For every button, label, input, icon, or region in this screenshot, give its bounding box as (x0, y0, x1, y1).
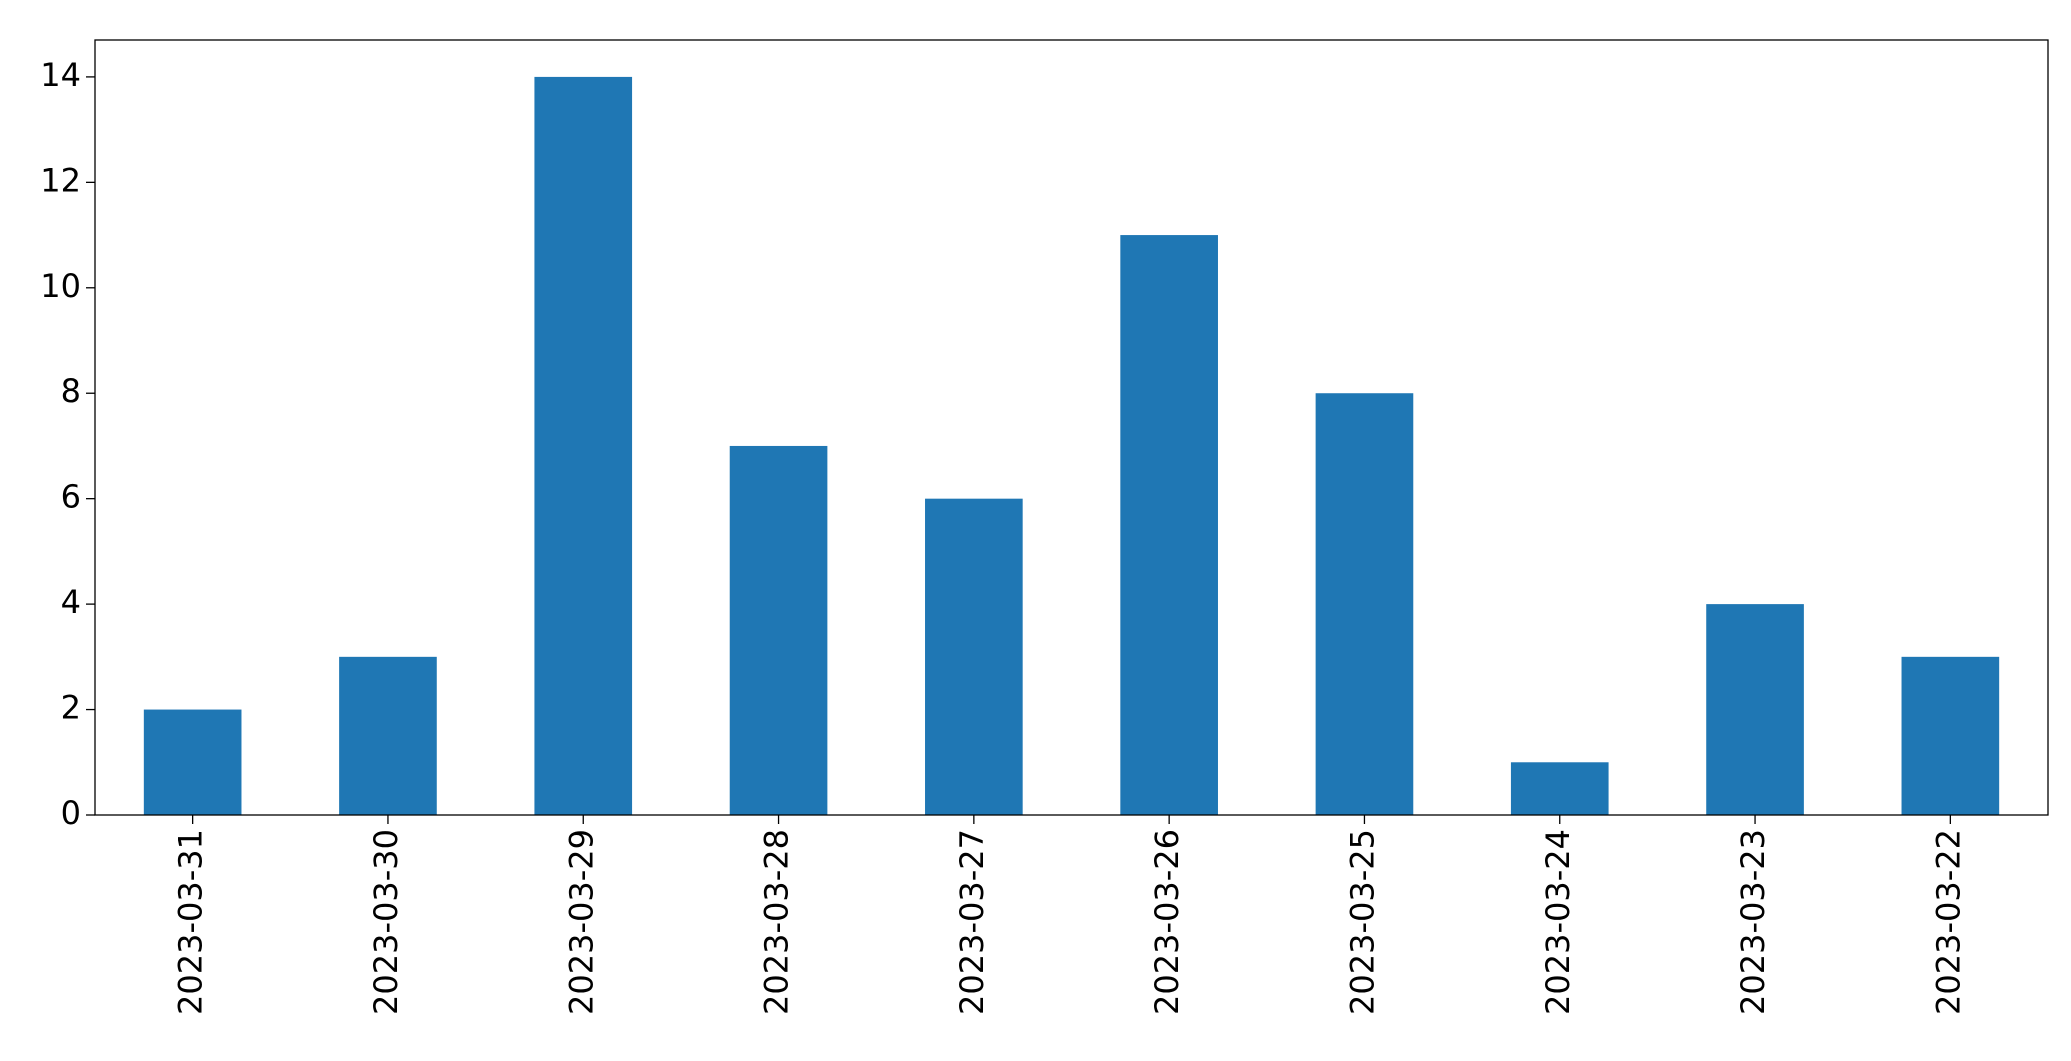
plot-frame (94, 39, 2049, 816)
x-tick-label: 2023-03-29 (562, 829, 600, 1015)
x-tick-label: 2023-03-27 (953, 829, 991, 1015)
x-tick-label: 2023-03-28 (758, 829, 796, 1015)
bar (1510, 762, 1609, 815)
x-tick-label: 2023-03-23 (1734, 829, 1772, 1015)
bar (1315, 393, 1414, 815)
y-tick-label: 12 (40, 161, 81, 199)
bar (1120, 235, 1218, 816)
y-tick-label: 2 (61, 689, 81, 727)
bar (925, 498, 1023, 815)
x-tick-label: 2023-03-24 (1539, 829, 1577, 1015)
x-tick-label: 2023-03-31 (172, 829, 210, 1015)
bar (534, 76, 633, 815)
y-tick-label: 14 (40, 56, 81, 94)
y-tick-label: 0 (61, 794, 81, 832)
y-tick-label: 4 (61, 583, 81, 621)
bar (339, 656, 437, 815)
x-tick-label: 2023-03-22 (1929, 829, 1967, 1015)
x-tick-label: 2023-03-25 (1343, 829, 1381, 1015)
y-tick-label: 6 (61, 478, 81, 516)
y-tick-label: 8 (61, 372, 81, 410)
y-tick-label: 10 (40, 267, 81, 305)
bar (1706, 604, 1804, 815)
bar (729, 445, 828, 815)
x-tick-label: 2023-03-26 (1148, 829, 1186, 1015)
bar (1901, 656, 2000, 815)
x-tick-label: 2023-03-30 (367, 829, 405, 1015)
bar (143, 709, 242, 815)
